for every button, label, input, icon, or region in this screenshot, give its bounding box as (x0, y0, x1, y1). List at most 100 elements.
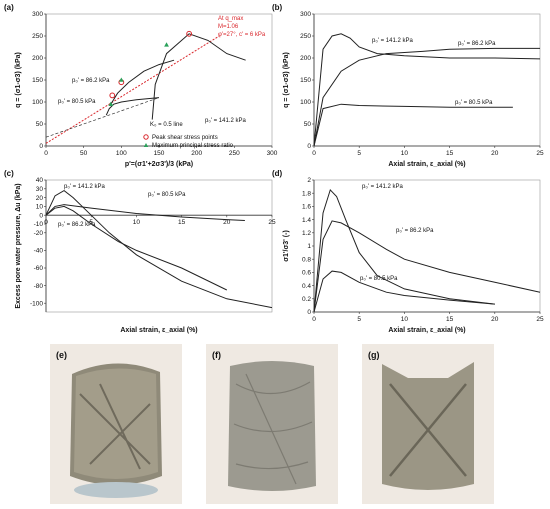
curve-label-b2: p₀' = 86.2 kPa (458, 41, 496, 47)
plot-frame (313, 13, 541, 147)
y-tick-label: -10 (34, 221, 44, 228)
x-tick-label: 50 (80, 150, 88, 157)
panel-label: (b) (272, 3, 283, 12)
x-tick-label: 15 (446, 150, 454, 157)
y-tick-label: -40 (34, 248, 44, 255)
peak-point (186, 30, 193, 37)
series-line (105, 97, 160, 116)
x-tick-label: 20 (491, 316, 499, 323)
series-line (151, 33, 246, 120)
x-tick-label: 150 (154, 150, 165, 157)
y-tick-label: 250 (32, 33, 43, 40)
y-tick-label: -80 (34, 283, 44, 290)
y-tick-label: 200 (32, 55, 43, 62)
curve-label-a2: p₀' = 86.2 kPa (72, 78, 110, 84)
x-tick-label: 250 (229, 150, 240, 157)
curve-label-d3: p₀' = 80.5 kPa (360, 276, 398, 282)
x-tick-label: 10 (401, 150, 409, 157)
x-axis-label: Axial strain, ε_axial (%) (388, 161, 465, 168)
x-tick-label: 200 (191, 150, 202, 157)
y-tick-label: 250 (300, 33, 311, 40)
y-tick-label: -20 (34, 230, 44, 237)
curve-label-b3: p₀' = 80.5 kPa (455, 100, 493, 106)
y-tick-label: 0 (39, 143, 43, 150)
max-ratio-point (108, 101, 114, 106)
photo-label: (e) (56, 350, 67, 360)
x-tick-label: 5 (357, 150, 361, 157)
y-tick-label: 2 (307, 177, 311, 184)
y-tick-label: 0.8 (302, 256, 311, 263)
panel-label: (a) (4, 3, 14, 12)
y-tick-label: 1.8 (302, 190, 311, 197)
sample-f-image (206, 344, 338, 504)
x-tick-label: 10 (133, 219, 141, 226)
curve-label-d1: p₀' = 141.2 kPa (362, 184, 403, 190)
panel-label: (d) (272, 169, 283, 178)
x-tick-label: 5 (357, 316, 361, 323)
sample-g-image (362, 344, 494, 504)
y-tick-label: -100 (30, 300, 43, 307)
series-line (313, 270, 495, 313)
series-line (45, 204, 245, 221)
y-tick-label: 0 (307, 309, 311, 316)
y-tick-label: 300 (300, 11, 311, 18)
plot-frame (313, 179, 541, 313)
x-axis-label: p'=(σ1'+2σ3')/3 (kPa) (125, 161, 193, 168)
y-tick-label: 100 (300, 99, 311, 106)
photo-label: (g) (368, 350, 380, 360)
failure-line (45, 35, 220, 144)
x-tick-label: 0 (44, 219, 48, 226)
series-line (313, 220, 541, 313)
y-tick-label: 50 (36, 121, 44, 128)
legend-peak-label: Peak shear stress points (152, 135, 218, 141)
y-tick-label: 20 (36, 195, 44, 202)
annotation-phi: φ'=27°, c' = 6 kPa (218, 32, 266, 38)
curve-label-c1: p₀' = 141.2 kPa (64, 184, 105, 190)
curve-label-d2: p₀' = 86.2 kPa (396, 228, 434, 234)
y-tick-label: 100 (32, 99, 43, 106)
y-tick-label: 1.4 (302, 217, 311, 224)
x-tick-label: 5 (89, 219, 93, 226)
series-line (45, 189, 273, 309)
x-tick-label: 0 (44, 150, 48, 157)
photo-e: (e) (50, 344, 182, 504)
x-tick-label: 25 (536, 316, 544, 323)
x-tick-label: 20 (491, 150, 499, 157)
x-tick-label: 0 (312, 316, 316, 323)
photo-f: (f) (206, 344, 338, 504)
x-tick-label: 25 (536, 150, 544, 157)
y-tick-label: 10 (36, 204, 44, 211)
photo-g: (g) (362, 344, 494, 504)
y-tick-label: 30 (36, 186, 44, 193)
photo-label: (f) (212, 350, 221, 360)
curve-label-a1: p₀' = 80.5 kPa (58, 99, 96, 105)
annotation-qmax: At q_max (218, 16, 243, 22)
curve-label-b1: p₀' = 141.2 kPa (372, 38, 413, 44)
curve-label-c2: p₀' = 80.5 kPa (148, 192, 186, 198)
plot-frame (45, 179, 273, 313)
x-tick-label: 100 (116, 150, 127, 157)
y-tick-label: 200 (300, 55, 311, 62)
series-line (313, 33, 541, 147)
series-line (313, 188, 495, 313)
x-tick-label: 10 (401, 316, 409, 323)
x-tick-label: 15 (446, 316, 454, 323)
series-line (313, 103, 513, 147)
legend-ratio-marker (143, 143, 149, 147)
series-line (313, 47, 540, 147)
x-tick-label: 20 (223, 219, 231, 226)
y-tick-label: 0 (307, 143, 311, 150)
curve-label-a3: p₀' = 141.2 kPa (205, 118, 246, 124)
y-tick-label: 0.6 (302, 270, 311, 277)
y-tick-label: 0 (39, 212, 43, 219)
curve-label-c3: p₀' = 86.2 kPa (58, 222, 96, 228)
y-axis-label: Excess pore water pressure, Δu (kPa) (15, 183, 22, 308)
x-tick-label: 25 (268, 219, 276, 226)
y-tick-label: 0.2 (302, 296, 311, 303)
max-ratio-point (118, 77, 124, 82)
y-tick-label: 150 (300, 77, 311, 84)
y-tick-label: 150 (32, 77, 43, 84)
x-axis-label: Axial strain, ε_axial (%) (388, 327, 465, 334)
x-tick-label: 0 (312, 150, 316, 157)
